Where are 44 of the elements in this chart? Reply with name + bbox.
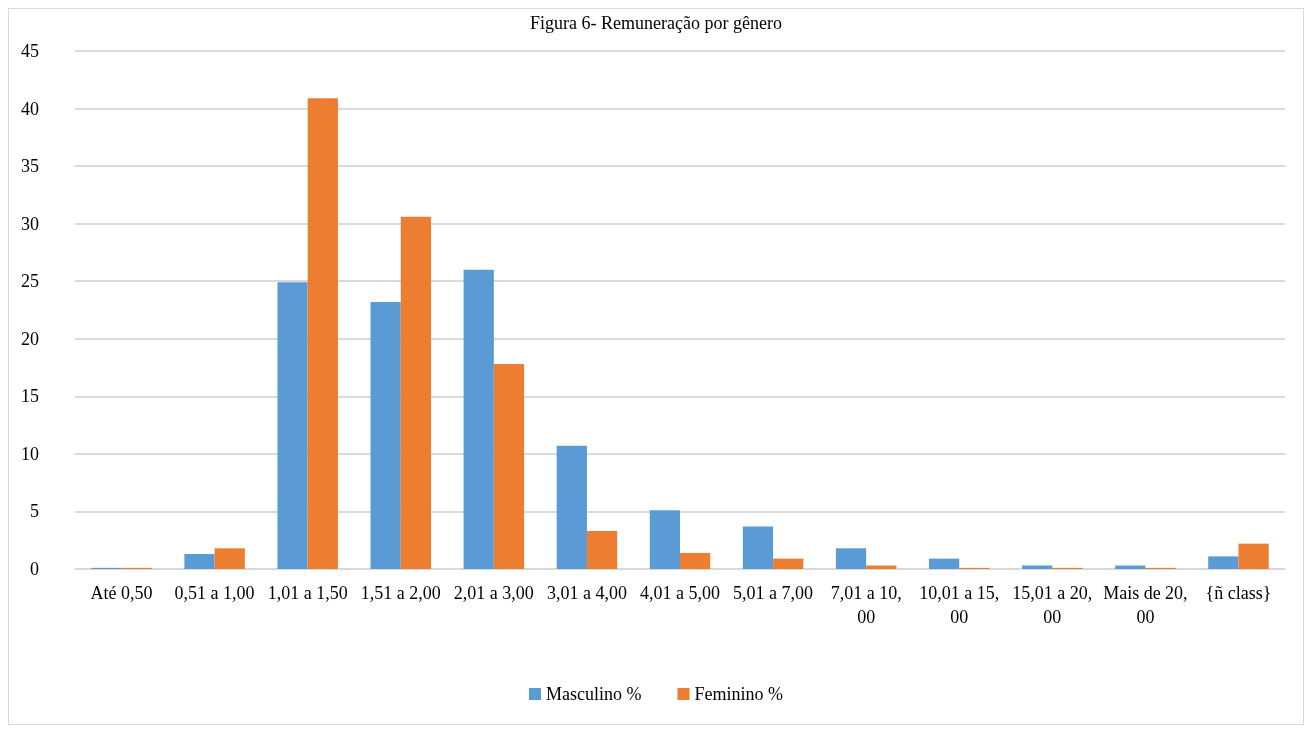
bar [493, 364, 525, 569]
x-tick-label: 7,01 a 10,00 [830, 583, 902, 627]
bar [773, 558, 804, 569]
y-tick-label: 30 [21, 213, 39, 234]
x-tick-label: 2,01 a 3,00 [453, 583, 534, 603]
bar [370, 301, 401, 569]
y-tick-label: 45 [21, 41, 39, 61]
bar [184, 554, 215, 569]
bar [928, 558, 960, 569]
y-tick-label: 5 [30, 501, 39, 522]
y-tick-label: 20 [21, 328, 39, 349]
bar [400, 216, 432, 569]
bar [742, 526, 774, 569]
bar [680, 552, 711, 569]
bar [586, 531, 618, 569]
x-tick-label: 10,01 a 15,00 [919, 583, 1000, 627]
x-tick-label: Mais de 20,00 [1103, 583, 1188, 627]
x-tick-label: 4,01 a 5,00 [640, 583, 720, 603]
bar [835, 548, 867, 569]
y-tick-label: 10 [21, 443, 39, 464]
x-tick-label: 1,01 a 1,50 [267, 583, 348, 603]
x-tick-label: Até 0,50 [90, 583, 153, 603]
x-tick-label: 3,01 a 4,00 [546, 583, 627, 603]
bar [556, 445, 587, 569]
y-tick-label: 35 [21, 156, 39, 177]
bar [463, 269, 494, 569]
x-tick-label: 1,51 a 2,00 [360, 583, 441, 603]
bar [277, 282, 308, 569]
bar [307, 98, 338, 569]
chart-title: Figura 6- Remuneração por gênero [530, 13, 782, 33]
x-tick-label: 5,01 a 7,00 [733, 583, 814, 603]
y-tick-label: 0 [30, 559, 39, 579]
bar [214, 548, 245, 569]
x-tick-label: 15,01 a 20,00 [1012, 583, 1093, 627]
x-tick-label: {ñ class} [1205, 583, 1272, 603]
y-tick-label: 40 [21, 98, 39, 119]
bar [1238, 543, 1269, 569]
y-tick-label: 15 [21, 386, 39, 407]
legend-label: Feminino % [694, 684, 783, 704]
y-tick-label: 25 [21, 271, 39, 292]
x-tick-label: 0,51 a 1,00 [174, 583, 255, 603]
bar [649, 510, 680, 569]
legend-label: Masculino % [546, 684, 642, 704]
bar [1208, 556, 1239, 569]
